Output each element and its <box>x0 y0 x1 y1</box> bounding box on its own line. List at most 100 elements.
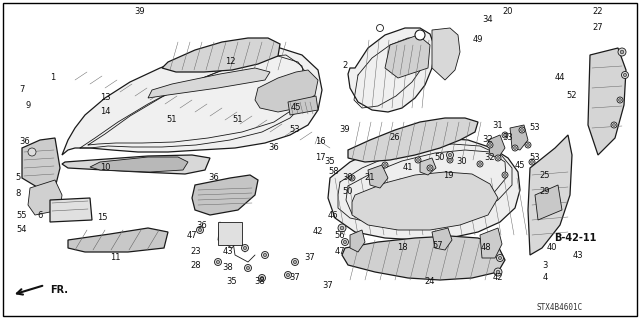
Circle shape <box>449 159 451 161</box>
Text: 7: 7 <box>19 85 25 94</box>
Text: 8: 8 <box>15 189 20 198</box>
Circle shape <box>287 273 289 277</box>
Text: 35: 35 <box>324 158 335 167</box>
Text: 36: 36 <box>196 220 207 229</box>
Circle shape <box>487 142 493 148</box>
Text: 3: 3 <box>542 261 548 270</box>
Text: 25: 25 <box>540 170 550 180</box>
Circle shape <box>496 270 500 274</box>
Text: 27: 27 <box>593 24 604 33</box>
Circle shape <box>499 256 502 260</box>
Circle shape <box>525 142 531 148</box>
Text: 32: 32 <box>483 136 493 145</box>
Text: 50: 50 <box>343 188 353 197</box>
Text: 15: 15 <box>97 213 108 222</box>
Text: 21: 21 <box>365 174 375 182</box>
Polygon shape <box>162 38 280 72</box>
Text: 20: 20 <box>503 8 513 17</box>
Circle shape <box>293 260 296 263</box>
Circle shape <box>415 30 425 40</box>
Polygon shape <box>218 222 242 245</box>
Text: 11: 11 <box>109 254 120 263</box>
Text: 43: 43 <box>573 250 583 259</box>
Polygon shape <box>288 96 318 115</box>
Circle shape <box>504 134 506 136</box>
Circle shape <box>521 129 524 131</box>
Text: 39: 39 <box>134 8 145 17</box>
Polygon shape <box>432 228 452 250</box>
Text: 30: 30 <box>342 174 353 182</box>
Polygon shape <box>62 45 322 155</box>
Circle shape <box>447 152 454 159</box>
Circle shape <box>415 157 421 163</box>
Polygon shape <box>350 230 365 252</box>
Circle shape <box>512 145 518 151</box>
Text: 4: 4 <box>542 273 548 283</box>
Polygon shape <box>348 118 478 162</box>
Text: 13: 13 <box>100 93 110 102</box>
Circle shape <box>497 157 499 160</box>
Circle shape <box>342 239 349 246</box>
Text: 28: 28 <box>191 261 202 270</box>
Circle shape <box>514 147 516 149</box>
Text: 50: 50 <box>435 153 445 162</box>
Text: 48: 48 <box>481 243 492 253</box>
Text: 19: 19 <box>443 170 453 180</box>
Text: 38: 38 <box>255 278 266 286</box>
Circle shape <box>623 73 627 77</box>
Polygon shape <box>528 135 572 255</box>
Polygon shape <box>480 228 502 258</box>
Circle shape <box>489 144 492 146</box>
Circle shape <box>349 175 355 181</box>
Text: 51: 51 <box>233 115 243 124</box>
Circle shape <box>477 161 483 167</box>
Text: 45: 45 <box>291 103 301 113</box>
Text: 53: 53 <box>530 153 540 162</box>
Circle shape <box>264 253 267 256</box>
Circle shape <box>262 251 269 258</box>
Circle shape <box>340 226 344 230</box>
Text: 35: 35 <box>227 278 237 286</box>
Text: 12: 12 <box>225 57 236 66</box>
Text: 37: 37 <box>290 273 300 283</box>
Text: 17: 17 <box>315 153 325 162</box>
Text: 36: 36 <box>20 137 30 146</box>
Polygon shape <box>535 185 562 220</box>
Text: 39: 39 <box>340 125 350 135</box>
Text: 57: 57 <box>433 241 444 249</box>
Polygon shape <box>348 28 435 112</box>
Text: 23: 23 <box>191 248 202 256</box>
Text: B-42-11: B-42-11 <box>554 233 596 243</box>
Text: 6: 6 <box>37 211 43 219</box>
Circle shape <box>611 122 617 128</box>
Circle shape <box>417 159 419 161</box>
Text: 52: 52 <box>567 91 577 100</box>
Circle shape <box>497 255 504 262</box>
Polygon shape <box>90 157 188 172</box>
Circle shape <box>620 50 624 54</box>
Circle shape <box>449 153 452 157</box>
Polygon shape <box>192 175 258 215</box>
Text: 37: 37 <box>305 254 316 263</box>
Circle shape <box>479 163 481 165</box>
Text: 47: 47 <box>187 231 197 240</box>
Circle shape <box>344 241 347 244</box>
Text: FR.: FR. <box>50 285 68 295</box>
Circle shape <box>502 132 508 138</box>
Circle shape <box>504 174 506 176</box>
Circle shape <box>502 172 508 178</box>
Text: 32: 32 <box>484 153 495 162</box>
Text: 16: 16 <box>315 137 325 146</box>
Polygon shape <box>255 70 318 112</box>
Polygon shape <box>50 198 92 222</box>
Text: 40: 40 <box>547 243 557 253</box>
Polygon shape <box>28 180 62 215</box>
Text: 53: 53 <box>530 123 540 132</box>
Text: 37: 37 <box>323 280 333 290</box>
Polygon shape <box>488 135 505 158</box>
Polygon shape <box>22 138 60 190</box>
Text: STX4B4601C: STX4B4601C <box>537 303 583 313</box>
Polygon shape <box>385 35 430 78</box>
Circle shape <box>241 244 248 251</box>
Circle shape <box>618 48 626 56</box>
